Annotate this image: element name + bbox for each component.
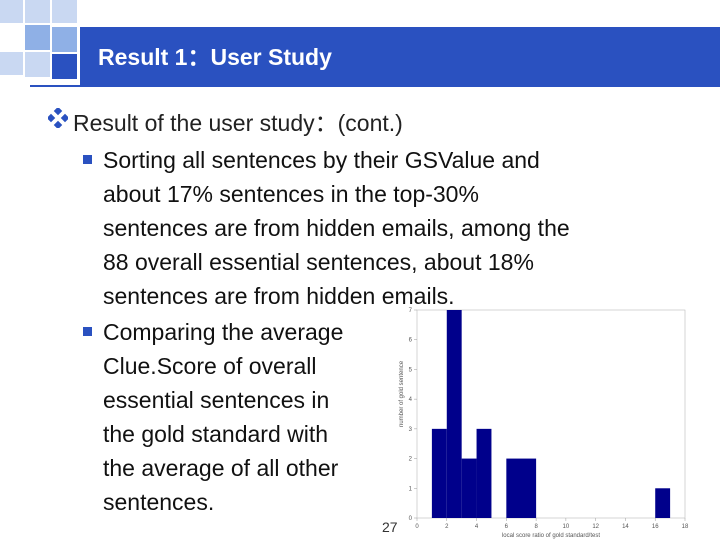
histogram-bar [461,458,477,518]
bullet2-line: Clue.Score of overall [103,353,317,379]
diamond-bullet-icon [48,108,68,128]
y-tick-label: 7 [409,308,413,314]
decor-square [52,0,77,23]
bullet2-line: essential sentences in [103,387,330,413]
histogram-bar [655,488,671,518]
histogram-bar [476,428,492,518]
y-tick-label: 0 [409,516,413,522]
level1-text: Result of the user study：(cont.) [73,110,403,136]
x-tick-label: 6 [505,524,509,530]
histogram-bar [506,458,537,518]
y-tick-label: 4 [409,397,413,403]
bullet2-line: the gold standard with [103,421,329,447]
histogram-bar [446,310,462,518]
title-bar [80,27,720,85]
page-number: 27 [382,519,398,535]
y-tick-label: 1 [409,486,413,492]
y-tick-label: 6 [409,338,413,344]
x-tick-label: 4 [475,524,479,530]
x-tick-label: 8 [534,524,538,530]
decor-square [25,0,50,23]
title-underline [30,85,720,87]
bullet1-line: 88 overall essential sentences, about 18… [103,249,534,275]
decor-square [52,54,77,79]
histogram-bar [431,428,447,518]
bullet2-line: Comparing the average [103,319,344,345]
x-tick-label: 12 [592,524,599,530]
bullet1-line: Sorting all sentences by their GSValue a… [103,147,540,173]
bullet1-line: sentences are from hidden emails. [103,283,455,309]
square-bullet-icon [83,155,92,164]
bullet1-line: about 17% sentences in the top-30% [103,181,479,207]
decor-square [52,27,77,52]
x-tick-label: 18 [682,524,689,530]
plot-frame [416,309,686,519]
decor-square [25,52,50,77]
y-tick-label: 5 [409,367,413,373]
y-tick-label: 3 [409,427,413,433]
decor-square [0,0,23,23]
x-tick-label: 10 [563,524,570,530]
x-axis-label: local score ratio of gold standard/test [502,533,600,539]
bullet1-line: sentences are from hidden emails, among … [103,215,570,241]
x-tick-label: 16 [652,524,659,530]
bullet2-line: the average of all other [103,455,339,481]
decor-square [0,52,23,75]
x-tick-label: 0 [415,524,419,530]
bullet2-line: sentences. [103,489,215,515]
x-tick-label: 2 [445,524,449,530]
y-axis-label: number of gold sentence [399,360,405,427]
slide-title: Result 1：User Study [98,44,332,70]
square-bullet-icon [83,327,92,336]
x-tick-label: 14 [622,524,629,530]
histogram-chart: 0 2 4 6 8 10 12 14 16 18 0 1 2 3 4 5 6 7 local score ratio… [395,300,700,540]
y-tick-label: 2 [409,457,413,463]
decor-square [25,25,50,50]
